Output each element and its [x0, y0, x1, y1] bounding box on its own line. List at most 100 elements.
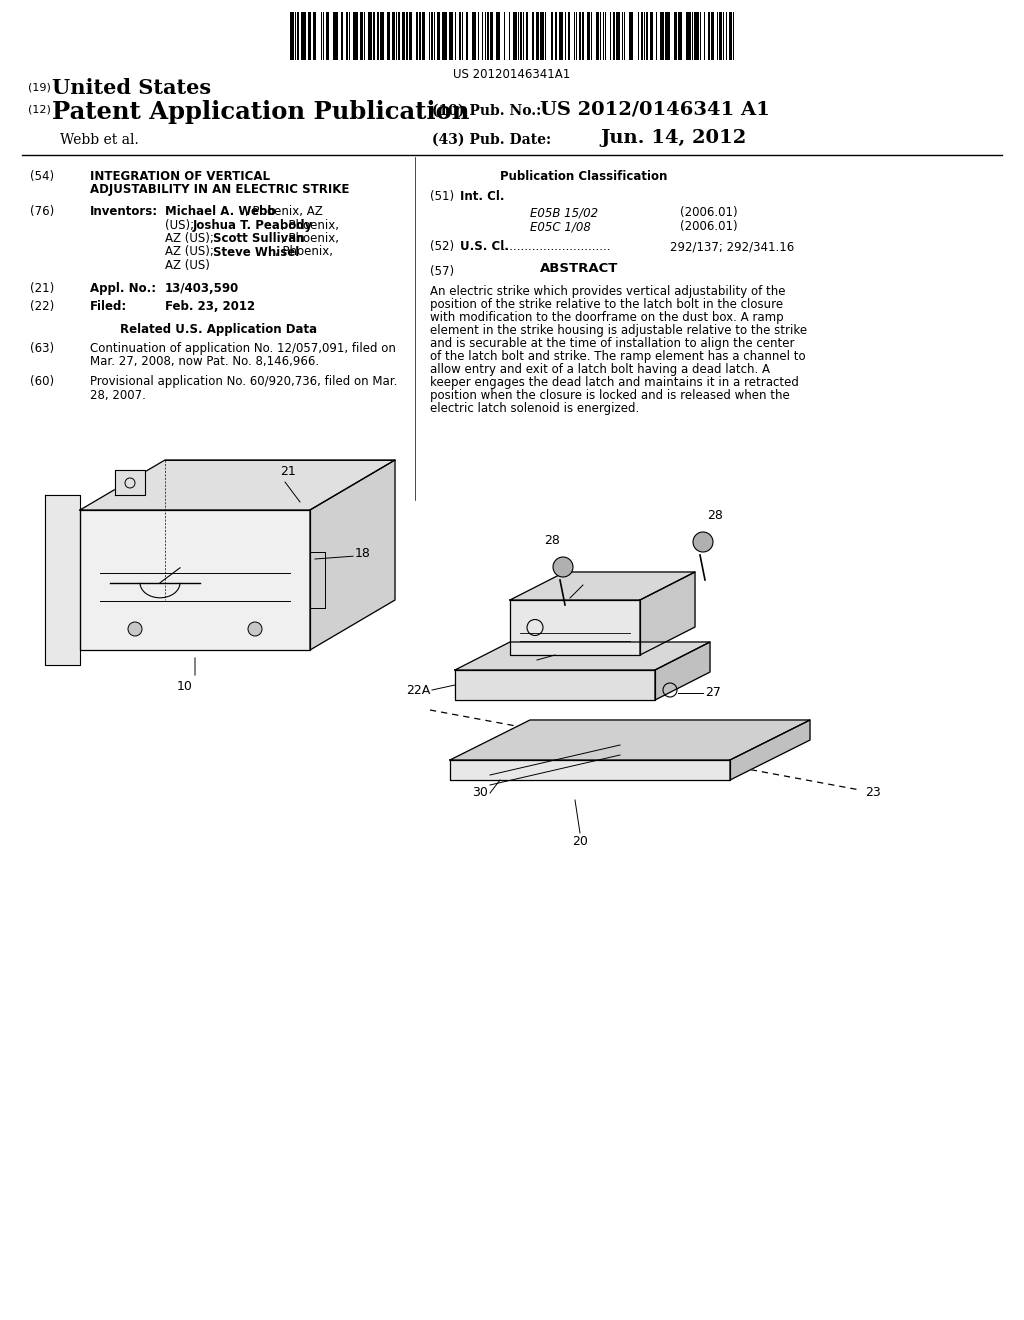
Text: An electric strike which provides vertical adjustability of the: An electric strike which provides vertic…: [430, 285, 785, 298]
Bar: [377, 12, 379, 59]
Bar: [368, 12, 372, 59]
Text: AZ (US);: AZ (US);: [165, 246, 218, 259]
Text: (2006.01): (2006.01): [680, 220, 737, 234]
Text: INTEGRATION OF VERTICAL: INTEGRATION OF VERTICAL: [90, 170, 270, 183]
Polygon shape: [510, 601, 640, 655]
Text: (43) Pub. Date:: (43) Pub. Date:: [432, 133, 551, 147]
Bar: [290, 12, 294, 59]
Text: 22: 22: [585, 572, 601, 585]
Bar: [641, 12, 643, 59]
Circle shape: [128, 622, 142, 636]
Bar: [719, 12, 722, 59]
Text: Inventors:: Inventors:: [90, 205, 158, 218]
Text: 20: 20: [572, 836, 588, 847]
Text: 28: 28: [707, 510, 723, 521]
Text: United States: United States: [52, 78, 211, 98]
Text: 18: 18: [355, 546, 371, 560]
Text: US 20120146341A1: US 20120146341A1: [454, 69, 570, 81]
Text: 23: 23: [865, 787, 881, 800]
Text: of the latch bolt and strike. The ramp element has a channel to: of the latch bolt and strike. The ramp e…: [430, 350, 806, 363]
Text: position when the closure is locked and is released when the: position when the closure is locked and …: [430, 389, 790, 403]
Bar: [301, 12, 306, 59]
Bar: [380, 12, 384, 59]
Polygon shape: [510, 572, 695, 601]
Bar: [559, 12, 563, 59]
Bar: [616, 12, 620, 59]
Text: Provisional application No. 60/920,736, filed on Mar.: Provisional application No. 60/920,736, …: [90, 375, 397, 388]
Text: Continuation of application No. 12/057,091, filed on: Continuation of application No. 12/057,0…: [90, 342, 396, 355]
Bar: [596, 12, 599, 59]
Text: , Phoenix,: , Phoenix,: [281, 219, 339, 231]
Bar: [398, 12, 400, 59]
Bar: [711, 12, 714, 59]
Bar: [472, 12, 476, 59]
Bar: [587, 12, 590, 59]
Text: Related U.S. Application Data: Related U.S. Application Data: [120, 323, 317, 337]
Text: keeper engages the dead latch and maintains it in a retracted: keeper engages the dead latch and mainta…: [430, 376, 799, 389]
Polygon shape: [80, 459, 395, 510]
Bar: [540, 12, 544, 59]
Polygon shape: [310, 459, 395, 649]
Text: (60): (60): [30, 375, 54, 388]
Text: (51): (51): [430, 190, 454, 203]
Polygon shape: [45, 495, 80, 665]
Polygon shape: [450, 760, 730, 780]
Text: , Phoenix, AZ: , Phoenix, AZ: [245, 205, 323, 218]
Text: (12): (12): [28, 104, 51, 114]
Text: (10) Pub. No.:: (10) Pub. No.:: [432, 104, 542, 117]
Text: AZ (US): AZ (US): [165, 259, 210, 272]
Text: with modification to the doorframe on the dust box. A ramp: with modification to the doorframe on th…: [430, 312, 783, 323]
Polygon shape: [455, 671, 655, 700]
Text: U.S. Cl.: U.S. Cl.: [460, 240, 509, 253]
Bar: [406, 12, 408, 59]
Text: ADJUSTABILITY IN AN ELECTRIC STRIKE: ADJUSTABILITY IN AN ELECTRIC STRIKE: [90, 183, 349, 195]
Bar: [536, 12, 539, 59]
Polygon shape: [730, 719, 810, 780]
Bar: [708, 12, 710, 59]
Text: E05C 1/08: E05C 1/08: [530, 220, 591, 234]
Bar: [490, 12, 493, 59]
Bar: [613, 12, 615, 59]
Bar: [665, 12, 670, 59]
Text: (21): (21): [30, 282, 54, 294]
Text: Mar. 27, 2008, now Pat. No. 8,146,966.: Mar. 27, 2008, now Pat. No. 8,146,966.: [90, 355, 319, 368]
Bar: [449, 12, 453, 59]
Text: AZ (US);: AZ (US);: [165, 232, 218, 246]
Bar: [341, 12, 343, 59]
Bar: [353, 12, 358, 59]
Bar: [373, 12, 375, 59]
Bar: [333, 12, 338, 59]
Bar: [466, 12, 468, 59]
Text: element in the strike housing is adjustable relative to the strike: element in the strike housing is adjusta…: [430, 323, 807, 337]
Text: (54): (54): [30, 170, 54, 183]
Text: 30: 30: [472, 787, 488, 800]
Bar: [660, 12, 664, 59]
Bar: [402, 12, 406, 59]
Text: .............................: .............................: [498, 240, 614, 253]
Text: Webb et al.: Webb et al.: [60, 133, 138, 147]
Bar: [579, 12, 581, 59]
Text: (US);: (US);: [165, 219, 198, 231]
Text: Scott Sullivan: Scott Sullivan: [213, 232, 304, 246]
Bar: [568, 12, 570, 59]
Bar: [729, 12, 732, 59]
Bar: [297, 12, 299, 59]
Polygon shape: [455, 642, 710, 671]
Bar: [694, 12, 699, 59]
Text: 28: 28: [544, 535, 560, 546]
Polygon shape: [640, 572, 695, 655]
Bar: [459, 12, 461, 59]
Text: E05B 15/02: E05B 15/02: [530, 206, 598, 219]
Bar: [582, 12, 584, 59]
Polygon shape: [450, 719, 810, 760]
Bar: [646, 12, 648, 59]
Bar: [496, 12, 500, 59]
Text: allow entry and exit of a latch bolt having a dead latch. A: allow entry and exit of a latch bolt hav…: [430, 363, 770, 376]
Bar: [416, 12, 418, 59]
Bar: [326, 12, 329, 59]
Bar: [678, 12, 682, 59]
Bar: [532, 12, 534, 59]
Text: Filed:: Filed:: [90, 300, 127, 313]
Text: Jun. 14, 2012: Jun. 14, 2012: [600, 129, 746, 147]
Text: 13/403,590: 13/403,590: [165, 282, 240, 294]
